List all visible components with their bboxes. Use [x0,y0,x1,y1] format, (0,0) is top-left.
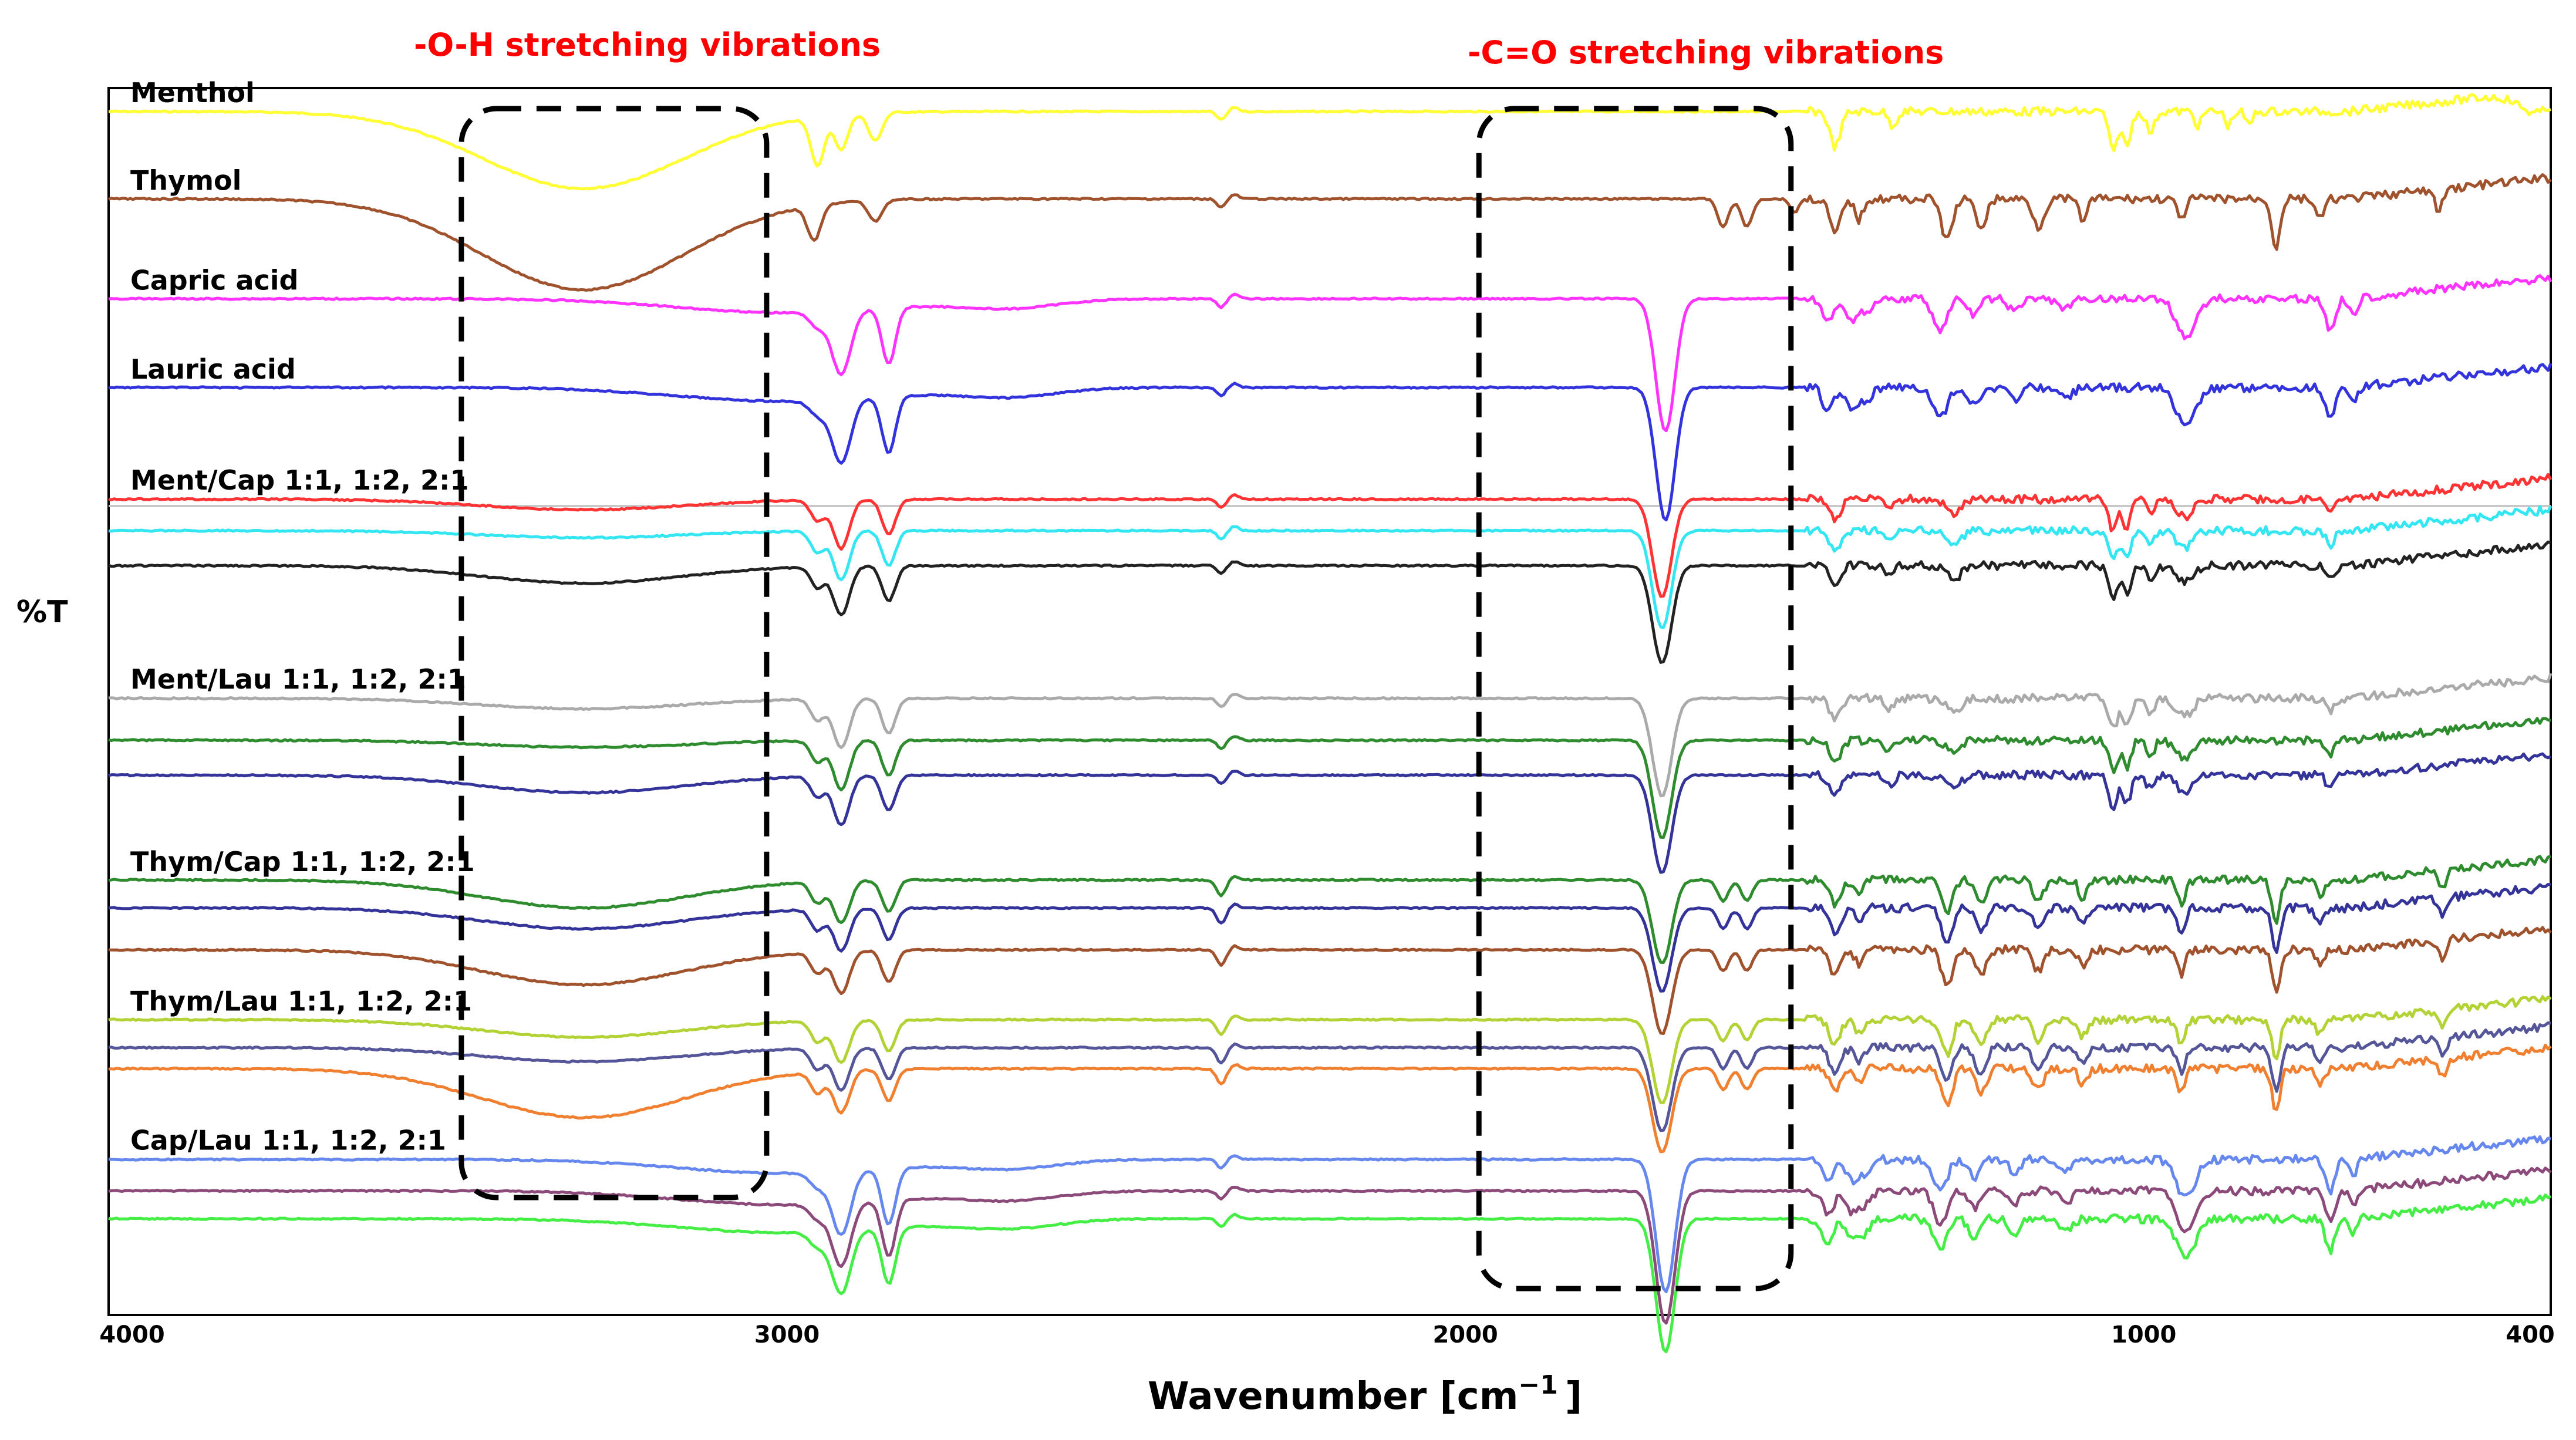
x-tick-2000: 2000 [1432,1321,1498,1348]
x-axis-label-text: Wavenumber [cm [1148,1375,1518,1418]
series-line-thym-cap-1-1 [108,855,2551,964]
series-label-ment-lau-1-1-1-2-2-1: Ment/Lau 1:1, 1:2, 2:1 [130,663,466,695]
series-line-ment-cap-1-1 [108,473,2553,598]
series-line-cap-lau-1-1 [108,1135,2551,1293]
series-line-ment-lau-2-1 [108,752,2552,874]
series-label-thym-lau-1-1-1-2-2-1: Thym/Lau 1:1, 1:2, 2:1 [130,986,472,1017]
series-label-menthol: Menthol [130,77,255,109]
series-label-lauric-acid: Lauric acid [130,353,296,385]
series-label-thym-cap-1-1-1-2-2-1: Thym/Cap 1:1, 1:2, 2:1 [130,846,475,878]
oh-annotation-label: -O-H stretching vibrations [414,26,881,63]
series-label-cap-lau-1-1-1-2-2-1: Cap/Lau 1:1, 1:2, 2:1 [130,1124,446,1156]
x-tick-400: 400 [2506,1321,2555,1348]
series-line-ment-cap-2-1 [108,540,2551,664]
series-label-thymol: Thymol [130,164,241,196]
x-tick-4000: 4000 [99,1321,164,1348]
series-line-capric-acid [108,274,2553,433]
series-line-menthol [108,93,2552,191]
series-line-thym-cap-1-2 [108,883,2551,993]
x-axis-label-sup: −1 [1518,1370,1557,1400]
series-line-ment-cap-1-2 [108,505,2553,629]
highlight-boxes [458,106,1794,1291]
series-labels: Menthol Thymol Capric acid Lauric acid Ment/… [130,77,475,1156]
series-line-thym-lau-1-1 [108,995,2552,1104]
co-annotation-label: -C=O stretching vibrations [1468,34,1944,71]
x-tick-3000: 3000 [754,1321,820,1348]
y-axis-label: %T [16,595,68,630]
x-axis-label-close: ] [1565,1375,1582,1418]
series-line-thym-lau-2-1 [108,1043,2552,1154]
series-line-ment-lau-1-1 [108,673,2553,797]
series-line-ment-lau-1-2 [108,717,2551,839]
series-line-thym-cap-2-1 [108,926,2552,1035]
series-line-thym-lau-1-2 [108,1021,2551,1132]
oh-region-box [458,106,770,1200]
series-line-thymol [108,173,2552,292]
x-axis-label: Wavenumber [cm−1] [1148,1370,1582,1418]
series-label-ment-cap-1-1-1-2-2-1: Ment/Cap 1:1, 1:2, 2:1 [130,464,468,496]
series-curves [108,93,2553,1354]
series-line-cap-lau-2-1 [108,1193,2552,1354]
x-axis-ticks: 4000 3000 2000 1000 400 [99,1321,2554,1348]
co-region-box [1476,106,1794,1291]
series-label-capric-acid: Capric acid [130,264,298,296]
series-line-cap-lau-1-2 [108,1166,2552,1325]
x-tick-1000: 1000 [2111,1321,2176,1348]
plot-frame [107,87,2552,1316]
series-line-lauric-acid [108,363,2553,522]
